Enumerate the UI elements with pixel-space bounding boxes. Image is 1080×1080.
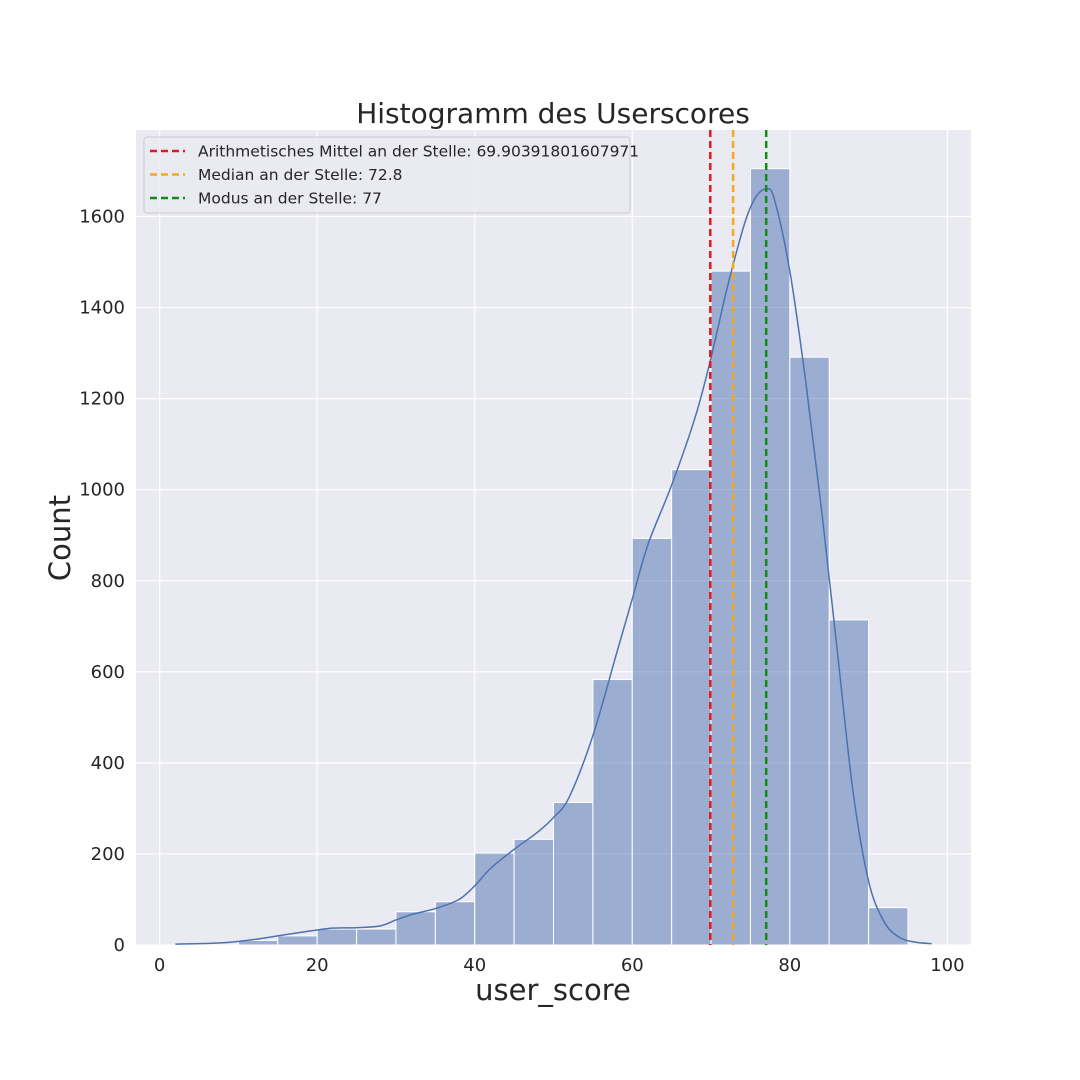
histogram-bars <box>237 168 909 946</box>
y-tick-label: 200 <box>91 844 125 865</box>
histogram-bar <box>789 356 830 946</box>
y-tick-label: 1400 <box>79 298 125 319</box>
y-tick-label: 800 <box>91 571 125 592</box>
y-tick-labels: 0 200 400 600 800 1000 1200 1400 1600 <box>79 207 125 956</box>
x-tick-label: 80 <box>778 955 801 976</box>
x-tick-label: 20 <box>306 955 329 976</box>
histogram-bar <box>277 935 318 946</box>
x-tick-label: 40 <box>463 955 486 976</box>
kde-curve <box>175 188 932 945</box>
histogram-bar <box>356 928 397 946</box>
legend-label: Median an der Stelle: 72.8 <box>198 166 403 184</box>
reference-lines <box>709 130 768 945</box>
chart-title: Histogramm des Userscores <box>356 97 750 130</box>
y-tick-label: 600 <box>91 662 125 683</box>
x-tick-label: 100 <box>930 955 964 976</box>
histogram-bar <box>631 537 673 946</box>
x-axis-label: user_score <box>475 973 631 1007</box>
y-tick-label: 1200 <box>79 389 125 410</box>
y-tick-label: 1000 <box>79 480 125 501</box>
histogram-bar <box>316 928 358 946</box>
histogram-bar <box>710 270 751 946</box>
histogram-bar <box>828 619 870 946</box>
histogram-bar <box>671 469 712 946</box>
histogram-bar <box>592 679 633 946</box>
y-tick-label: 0 <box>114 935 125 956</box>
x-tick-label: 60 <box>621 955 644 976</box>
histogram-bar <box>749 168 791 946</box>
legend-label: Arithmetisches Mittel an der Stelle: 69.… <box>198 143 639 161</box>
histogram-bar <box>513 838 555 946</box>
y-tick-label: 400 <box>91 753 125 774</box>
legend-box <box>143 136 631 214</box>
legend-items: Arithmetisches Mittel an der Stelle: 69.… <box>150 143 639 208</box>
legend-label: Modus an der Stelle: 77 <box>198 190 382 208</box>
x-tick-labels: 0 20 40 60 80 100 <box>154 955 965 976</box>
x-tick-label: 0 <box>154 955 165 976</box>
histogram-bar <box>434 901 476 946</box>
y-tick-label: 1600 <box>79 207 125 228</box>
histogram-bar <box>474 852 515 946</box>
legend: Arithmetisches Mittel an der Stelle: 69.… <box>143 136 639 214</box>
histogram-bar <box>395 911 436 946</box>
histogram-bar <box>553 801 594 946</box>
y-axis-label: Count <box>43 495 77 581</box>
